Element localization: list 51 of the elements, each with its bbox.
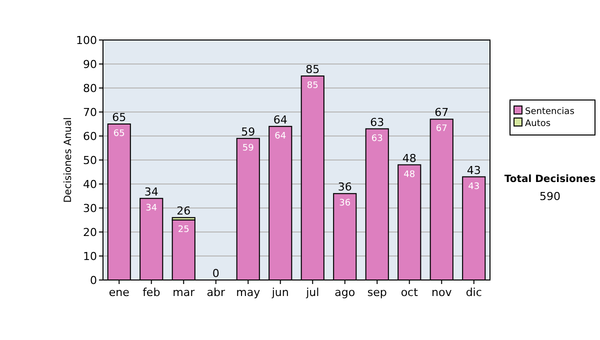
x-tick-label: nov — [432, 286, 452, 299]
x-tick-label: ene — [108, 286, 130, 299]
total-label: 63 — [370, 116, 384, 129]
total-label: 85 — [306, 63, 320, 76]
y-tick-label: 100 — [76, 34, 97, 47]
data-label: 63 — [371, 134, 383, 144]
text: 590 — [540, 190, 560, 203]
text: Total Decisiones — [504, 174, 596, 185]
y-tick-label: 0 — [90, 274, 97, 287]
total-label: 43 — [466, 164, 481, 177]
total-label: 67 — [434, 106, 449, 120]
data-label: 67 — [436, 124, 448, 134]
data-label: 43 — [468, 182, 480, 192]
y-tick-label: 30 — [83, 202, 97, 215]
legend-label: Sentencias — [525, 107, 575, 117]
x-tick-label: ago — [334, 286, 356, 299]
x-tick-label: jun — [270, 286, 289, 299]
total-label: 59 — [241, 125, 256, 138]
x-tick-label: dic — [466, 286, 482, 299]
x-tick-label: feb — [142, 286, 160, 299]
data-label: 25 — [178, 225, 190, 235]
data-label: 34 — [146, 203, 158, 214]
y-tick-label: 60 — [83, 130, 97, 143]
y-tick-label: 20 — [83, 226, 97, 239]
data-label: 64 — [274, 131, 286, 142]
x-tick-label: may — [236, 286, 261, 299]
x-tick-label: sep — [367, 286, 387, 299]
y-tick-label: 40 — [83, 178, 97, 191]
data-label: 48 — [404, 170, 416, 180]
total-label: 26 — [176, 204, 191, 218]
total-label: 65 — [112, 111, 126, 124]
x-tick-label: mar — [172, 286, 196, 299]
total-label: 48 — [402, 152, 416, 165]
y-tick-label: 10 — [83, 250, 97, 263]
y-tick-label: 80 — [83, 82, 97, 95]
data-label: 36 — [339, 198, 351, 209]
x-tick-label: jul — [305, 286, 320, 299]
data-label: 65 — [113, 129, 125, 139]
y-tick-label: 50 — [83, 154, 97, 167]
data-label: 85 — [306, 81, 318, 91]
total-label: 34 — [144, 185, 158, 198]
total-label: 0 — [212, 267, 220, 280]
x-tick-label: abr — [206, 286, 226, 299]
y-axis-title: Decisiones Anual — [63, 117, 74, 203]
total-label: 64 — [273, 113, 288, 126]
total-label: 36 — [338, 180, 352, 194]
y-tick-label: 70 — [83, 106, 97, 119]
x-tick-label: oct — [400, 286, 419, 299]
y-tick-label: 90 — [83, 58, 97, 71]
data-label: 59 — [242, 143, 254, 154]
legend-label: Autos — [525, 119, 551, 129]
